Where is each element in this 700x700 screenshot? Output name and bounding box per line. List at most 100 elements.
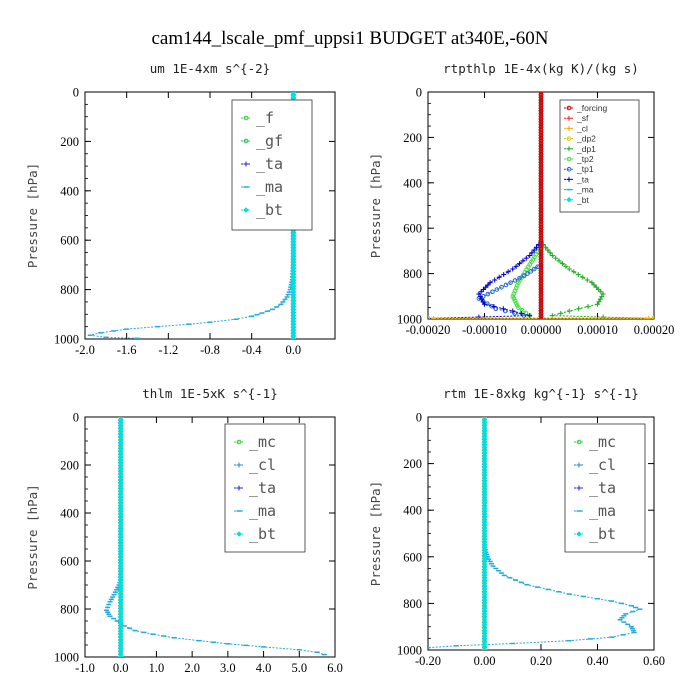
data-point bbox=[538, 268, 544, 273]
data-point bbox=[538, 181, 544, 187]
data-point bbox=[538, 135, 544, 141]
data-point bbox=[538, 119, 544, 125]
data-point bbox=[538, 243, 544, 249]
y-tick-label: 600 bbox=[403, 222, 422, 236]
x-tick-label: -1.2 bbox=[158, 343, 178, 357]
data-point bbox=[521, 273, 527, 279]
data-point bbox=[538, 208, 544, 214]
series-line bbox=[540, 241, 654, 319]
data-point bbox=[511, 296, 517, 301]
x-tick-label: 2.0 bbox=[184, 661, 200, 675]
data-point bbox=[533, 244, 539, 250]
x-tick-label: -0.20 bbox=[415, 654, 441, 668]
data-point bbox=[483, 284, 489, 290]
data-point bbox=[538, 189, 544, 195]
x-tick-label: -1.0 bbox=[75, 661, 95, 675]
data-point bbox=[514, 303, 520, 308]
legend-marker bbox=[576, 462, 582, 468]
data-point bbox=[538, 251, 544, 257]
legend-entry: _tp2 bbox=[576, 154, 594, 164]
data-point bbox=[527, 252, 533, 258]
x-tick-label: 0.0 bbox=[113, 661, 129, 675]
data-point bbox=[538, 313, 544, 319]
legend-entry: _ma bbox=[576, 185, 594, 195]
data-point bbox=[538, 138, 544, 143]
data-point bbox=[510, 308, 516, 314]
panel-title: thlm 1E-5xK s^{-1} bbox=[142, 386, 277, 401]
x-tick-label: 4.0 bbox=[256, 661, 272, 675]
data-point bbox=[491, 304, 497, 310]
legend-entry: _ta bbox=[256, 155, 283, 173]
data-point bbox=[595, 301, 600, 307]
data-point bbox=[485, 291, 491, 297]
data-point bbox=[600, 291, 606, 297]
legend-box bbox=[559, 99, 640, 213]
data-point bbox=[538, 222, 544, 227]
legend-marker bbox=[236, 462, 242, 468]
data-point bbox=[538, 262, 544, 268]
data-point bbox=[538, 122, 544, 127]
legend-entry: _mc bbox=[589, 433, 616, 451]
data-point bbox=[596, 286, 602, 292]
data-point bbox=[538, 103, 544, 108]
data-point bbox=[513, 263, 519, 269]
x-tick-label: -0.00010 bbox=[462, 323, 507, 337]
data-point bbox=[538, 281, 544, 287]
chart-panel: rtpthlp 1E-4x(kg K)/(kg s) Pressure [hPa]… bbox=[368, 61, 674, 337]
y-tick-label: 800 bbox=[60, 283, 79, 297]
data-point bbox=[538, 170, 544, 176]
data-point bbox=[538, 165, 544, 170]
data-point bbox=[538, 311, 544, 316]
legend-marker bbox=[566, 125, 572, 131]
data-point bbox=[538, 257, 544, 262]
series-line bbox=[105, 417, 325, 656]
data-point bbox=[580, 274, 586, 280]
y-tick-label: 1000 bbox=[54, 651, 79, 665]
data-point bbox=[538, 238, 544, 243]
data-point bbox=[596, 299, 602, 305]
data-point bbox=[545, 247, 551, 253]
data-point bbox=[508, 280, 513, 285]
data-point bbox=[538, 197, 544, 203]
data-point bbox=[584, 277, 590, 283]
data-point bbox=[538, 219, 544, 225]
series-group bbox=[103, 417, 327, 657]
legend-entry: _dp2 bbox=[576, 134, 596, 144]
data-point bbox=[591, 282, 597, 288]
x-tick-label: 6.0 bbox=[327, 661, 343, 675]
x-tick-label: 5.0 bbox=[291, 661, 307, 675]
legend-entry: _ma bbox=[256, 178, 283, 196]
data-point bbox=[538, 95, 544, 100]
data-point bbox=[538, 143, 544, 149]
data-point bbox=[538, 270, 544, 276]
legend-entry: _ma bbox=[589, 502, 616, 520]
data-point bbox=[538, 241, 544, 246]
y-tick-label: 0 bbox=[416, 411, 422, 425]
legend-entry: _bt bbox=[256, 201, 283, 219]
y-tick-label: 200 bbox=[403, 131, 422, 145]
x-tick-label: -0.8 bbox=[200, 343, 220, 357]
y-tick-label: 200 bbox=[403, 457, 422, 471]
x-tick-label: 0.00 bbox=[474, 654, 496, 668]
legend-marker bbox=[566, 176, 572, 182]
data-point bbox=[516, 305, 521, 310]
y-tick-label: 200 bbox=[60, 459, 79, 473]
y-tick-label: 800 bbox=[403, 597, 422, 611]
legend-entry: _f bbox=[256, 109, 274, 127]
chart-panel: um 1E-4xm s^{-2} Pressure [hPa] 0 200 400 600… bbox=[25, 61, 336, 357]
legend-marker bbox=[576, 439, 582, 445]
data-point bbox=[528, 269, 534, 274]
data-point bbox=[538, 157, 544, 162]
data-point bbox=[538, 176, 544, 181]
data-point bbox=[558, 310, 564, 316]
data-point bbox=[538, 259, 544, 265]
legend-marker bbox=[236, 485, 242, 491]
data-point bbox=[538, 100, 544, 106]
data-point bbox=[538, 214, 544, 219]
x-tick-label: -2.0 bbox=[75, 343, 95, 357]
data-point bbox=[538, 149, 544, 154]
data-point bbox=[538, 159, 544, 165]
legend-entry: _cl bbox=[589, 456, 616, 474]
legend-marker bbox=[236, 531, 242, 537]
